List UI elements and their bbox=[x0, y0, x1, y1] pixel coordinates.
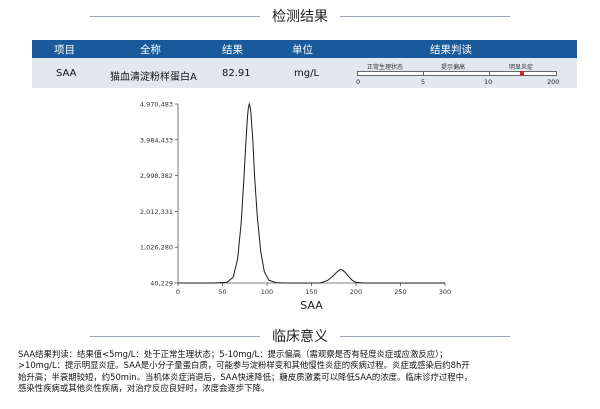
y-tick-label: 1,026,280 bbox=[140, 244, 173, 252]
y-tick-label: 4,970,483 bbox=[140, 101, 173, 109]
reference-scale: 正常生理状态 提示偏高 明显炎症 0 5 10 200 bbox=[356, 62, 560, 86]
interpretation-line: SAA结果判读：结果值<5mg/L：处于正常生理状态；5-10mg/L：提示偏高… bbox=[18, 349, 448, 359]
x-tick-label: 250 bbox=[394, 288, 406, 296]
x-axis-title: SAA bbox=[300, 299, 323, 312]
saa-curve bbox=[178, 102, 445, 284]
clinical-section-title: 临床意义 bbox=[272, 329, 328, 345]
cell-full-name: 猫血清淀粉样蛋白A bbox=[110, 72, 197, 83]
table-row: SAA 猫血清淀粉样蛋白A 82.91 mg/L 正常生理状态 提示偏高 明显炎… bbox=[32, 58, 577, 88]
header-item: 项目 bbox=[54, 43, 75, 56]
heading-rule-right bbox=[340, 335, 510, 337]
chart-axes bbox=[177, 104, 445, 284]
interpretation-line: 始升高；半衰期较短，约50min。当机体炎症消退后，SAA快速降低；糖皮质激素可… bbox=[18, 371, 473, 382]
x-tick-label: 50 bbox=[218, 288, 226, 296]
x-tick-label: 100 bbox=[261, 288, 273, 296]
scale-bar bbox=[357, 71, 557, 76]
scale-segment-normal bbox=[358, 72, 424, 75]
chart-x-ticks: 0 50 100 150 200 250 300 bbox=[176, 283, 451, 296]
scale-zone-elevated: 提示偏高 bbox=[441, 64, 466, 71]
result-table: 项目 全称 结果 单位 结果判读 SAA 猫血清淀粉样蛋白A 82.91 mg/… bbox=[32, 40, 577, 88]
x-tick-label: 0 bbox=[176, 288, 180, 296]
y-tick-label: 2,012,331 bbox=[140, 208, 173, 216]
result-section-heading: 检测结果 bbox=[0, 6, 600, 26]
result-marker bbox=[520, 71, 524, 76]
scale-tick-5: 5 bbox=[421, 78, 426, 86]
interpretation-line: 感染性疾病或其他炎性疾病，对治疗反应良好时，浓度会逐步下降。 bbox=[18, 382, 270, 393]
heading-rule-left bbox=[90, 15, 260, 17]
scale-zone-normal: 正常生理状态 bbox=[367, 64, 404, 71]
x-tick-label: 200 bbox=[350, 288, 362, 296]
y-tick-label: 40,229 bbox=[150, 280, 173, 288]
header-full-name: 全称 bbox=[140, 43, 161, 56]
chart-y-ticks: 40,229 1,026,280 2,012,331 2,998,382 3,984,4… bbox=[140, 101, 178, 288]
header-unit: 单位 bbox=[292, 43, 313, 56]
scale-tick-10: 10 bbox=[484, 78, 493, 86]
heading-rule-left bbox=[90, 335, 260, 337]
scale-tick-200: 200 bbox=[547, 78, 560, 86]
cell-unit: mg/L bbox=[294, 68, 320, 79]
cell-item: SAA bbox=[56, 68, 77, 79]
scale-tick-0: 0 bbox=[356, 78, 361, 86]
x-tick-label: 300 bbox=[439, 288, 451, 296]
cell-result: 82.91 bbox=[222, 68, 251, 79]
saa-chart: 40,229 1,026,280 2,012,331 2,998,382 3,984,4… bbox=[140, 101, 451, 313]
scale-segment-elevated bbox=[424, 72, 490, 75]
clinical-section-heading: 临床意义 bbox=[0, 326, 600, 346]
y-tick-label: 3,984,433 bbox=[140, 136, 173, 144]
table-header: 项目 全称 结果 单位 结果判读 bbox=[32, 40, 577, 58]
heading-rule-right bbox=[340, 15, 510, 17]
y-tick-label: 2,998,382 bbox=[140, 172, 173, 180]
x-tick-label: 150 bbox=[305, 288, 317, 296]
scale-zone-inflammation: 明显炎症 bbox=[509, 64, 534, 71]
interpretation-line: >10mg/L：提示明显炎症。SAA是小分子量蛋白质，可能参与淀粉样变和其他慢性… bbox=[18, 360, 470, 371]
header-interpretation: 结果判读 bbox=[430, 43, 472, 56]
result-section-title: 检测结果 bbox=[272, 9, 328, 25]
header-result: 结果 bbox=[222, 43, 243, 56]
clinical-interpretation: SAA结果判读：结果值<5mg/L：处于正常生理状态；5-10mg/L：提示偏高… bbox=[18, 349, 586, 394]
